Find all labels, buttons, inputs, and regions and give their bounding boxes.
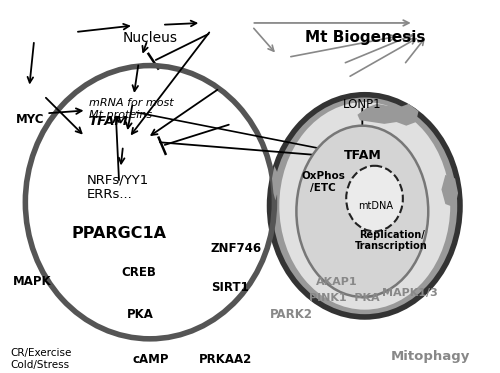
PathPatch shape: [358, 104, 418, 126]
Text: mtDNA: mtDNA: [358, 201, 393, 211]
Text: PARK2: PARK2: [270, 308, 312, 321]
Text: TFAM: TFAM: [89, 115, 128, 128]
Text: mRNA for most
Mt proteins: mRNA for most Mt proteins: [89, 98, 174, 120]
Text: CREB: CREB: [122, 266, 156, 279]
Text: ZNF746: ZNF746: [211, 242, 262, 255]
Text: AKAP1: AKAP1: [316, 277, 358, 287]
Text: OxPhos
/ETC: OxPhos /ETC: [302, 171, 345, 193]
Text: CR/Exercise
Cold/Stress: CR/Exercise Cold/Stress: [10, 348, 72, 370]
Text: MAPK1/3: MAPK1/3: [382, 288, 438, 298]
Text: PINK1  PKA: PINK1 PKA: [308, 293, 379, 303]
Text: NRFs/YY1
ERRs...: NRFs/YY1 ERRs...: [86, 173, 148, 201]
PathPatch shape: [272, 164, 280, 200]
Text: PKA: PKA: [127, 308, 154, 321]
Text: MYC: MYC: [16, 113, 44, 126]
Text: SIRT1: SIRT1: [211, 280, 248, 294]
Ellipse shape: [346, 166, 403, 231]
Ellipse shape: [296, 126, 428, 297]
Ellipse shape: [280, 102, 450, 310]
Text: TFAM: TFAM: [344, 149, 381, 162]
Text: PPARGC1A: PPARGC1A: [72, 226, 166, 241]
Text: Mitophagy: Mitophagy: [391, 350, 470, 363]
Text: LONP1: LONP1: [343, 98, 382, 112]
Text: MAPK: MAPK: [13, 275, 52, 288]
Text: PRKAA2: PRKAA2: [198, 353, 252, 366]
Text: Nucleus: Nucleus: [122, 31, 178, 45]
Ellipse shape: [270, 95, 460, 317]
Text: Mt Biogenesis: Mt Biogenesis: [304, 30, 425, 45]
PathPatch shape: [338, 283, 382, 299]
Text: Replication/
Transcription: Replication/ Transcription: [356, 229, 428, 251]
Text: cAMP: cAMP: [133, 353, 170, 366]
PathPatch shape: [442, 175, 458, 208]
